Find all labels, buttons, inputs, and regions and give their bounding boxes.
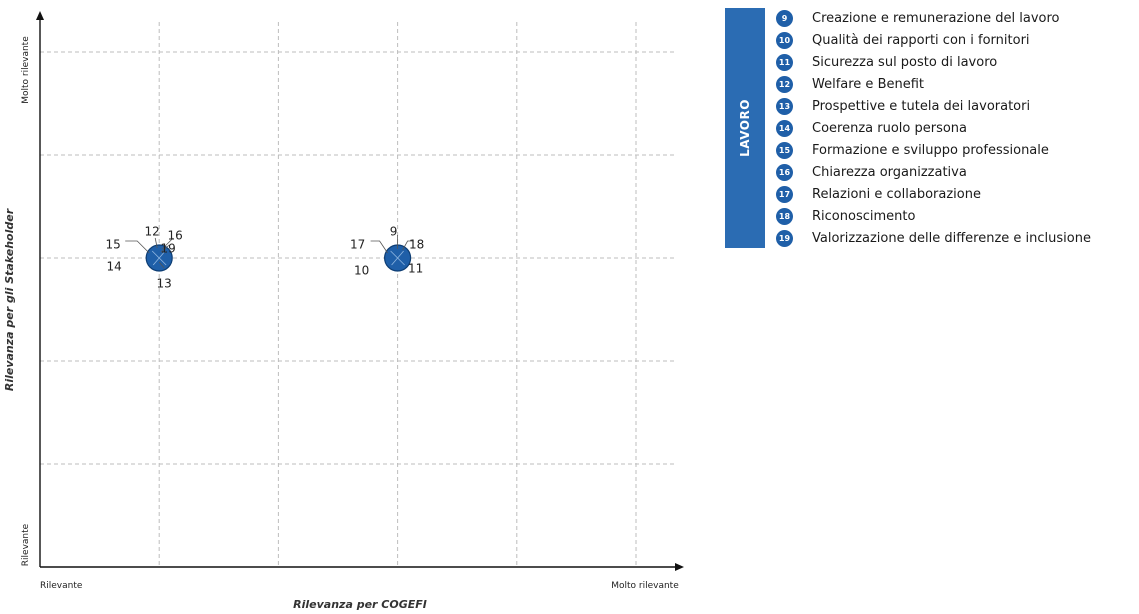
data-point-overlap-mark (151, 250, 167, 266)
legend-item: 13 Prospettive e tutela dei lavoratori (776, 95, 1091, 117)
legend-item: 16 Chiarezza organizzativa (776, 161, 1091, 183)
y-axis-min-label: Rilevante (21, 523, 31, 566)
legend-label: Riconoscimento (812, 208, 916, 224)
point-label: 17 (350, 238, 365, 252)
x-axis-min-label: Rilevante (40, 581, 83, 591)
legend-label: Formazione e sviluppo professionale (812, 142, 1049, 158)
legend-item: 12 Welfare e Benefit (776, 73, 1091, 95)
legend-label: Chiarezza organizzativa (812, 164, 967, 180)
legend-label: Welfare e Benefit (812, 76, 925, 92)
category-band: LAVORO (725, 8, 765, 248)
data-point-overlap-mark (390, 250, 405, 266)
legend-number-badge: 17 (776, 185, 793, 203)
label-leader-line (161, 237, 174, 250)
point-label: 10 (354, 264, 369, 278)
legend-item: 10 Qualità dei rapporti con i fornitori (776, 29, 1091, 51)
legend-number-badge: 11 (776, 53, 793, 71)
point-label: 9 (390, 225, 398, 239)
legend-item: 19 Valorizzazione delle differenze e incl… (776, 227, 1091, 249)
legend-label: Creazione e remunerazione del lavoro (812, 10, 1060, 26)
legend-number-badge: 10 (776, 31, 793, 49)
legend-number-badge: 18 (776, 207, 793, 225)
legend-label: Coerenza ruolo persona (812, 120, 968, 136)
label-leader-line (160, 244, 170, 253)
category-label: LAVORO (738, 99, 752, 157)
legend-label: Sicurezza sul posto di lavoro (812, 54, 998, 70)
x-axis-max-label: Molto rilevante (611, 581, 679, 591)
legend-number-badge: 16 (776, 163, 793, 181)
x-axis-title: Rilevanza per COGEFI (293, 598, 427, 611)
label-leader-line (158, 261, 165, 269)
point-label: 12 (145, 225, 160, 239)
point-label: 13 (157, 277, 172, 291)
legend-label: Valorizzazione delle differenze e inclus… (812, 230, 1091, 246)
point-label: 19 (161, 242, 176, 256)
point-label: 14 (107, 260, 122, 274)
y-axis-arrow (36, 11, 44, 20)
legend-number-badge: 13 (776, 97, 793, 115)
y-axis-title: Rilevanza per gli Stakeholder (3, 208, 16, 391)
point-label: 11 (408, 262, 423, 276)
legend-label: Relazioni e collaborazione (812, 186, 981, 202)
legend-number-badge: 19 (776, 229, 793, 247)
legend: 9 Creazione e remunerazione del lavoro 10 Q… (776, 7, 1091, 249)
legend-item: 18 Riconoscimento (776, 205, 1091, 227)
label-leader-line (402, 240, 414, 251)
label-leader-line (125, 240, 150, 254)
legend-item: 11 Sicurezza sul posto di lavoro (776, 51, 1091, 73)
y-axis-max-label: Molto rilevante (21, 36, 31, 104)
legend-item: 14 Coerenza ruolo persona (776, 117, 1091, 139)
legend-number-badge: 15 (776, 141, 793, 159)
point-label: 16 (168, 229, 183, 243)
legend-item: 17 Relazioni e collaborazione (776, 183, 1091, 205)
point-label: 18 (409, 238, 424, 252)
legend-item: 15 Formazione e sviluppo professionale (776, 139, 1091, 161)
legend-item: 9 Creazione e remunerazione del lavoro (776, 7, 1091, 29)
legend-number-badge: 9 (776, 9, 793, 27)
label-leader-line (154, 237, 158, 249)
legend-label: Qualità dei rapporti con i fornitori (812, 32, 1030, 48)
legend-label: Prospettive e tutela dei lavoratori (812, 98, 1031, 114)
legend-number-badge: 14 (776, 119, 793, 137)
x-axis-arrow (675, 563, 684, 571)
point-label: 15 (106, 238, 121, 252)
legend-number-badge: 12 (776, 75, 793, 93)
label-leader-line (370, 240, 388, 254)
